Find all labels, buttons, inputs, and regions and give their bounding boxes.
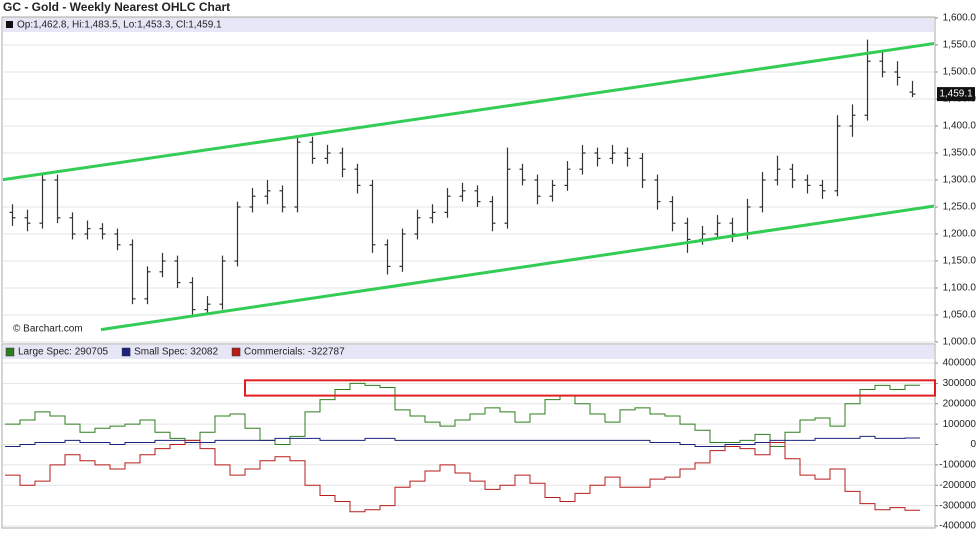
y-tick-label: 1,400.0 — [943, 121, 977, 132]
y-tick-label: 1,350.0 — [943, 148, 977, 159]
cot-line — [5, 435, 920, 448]
credit: © Barchart.com — [13, 324, 83, 335]
y-tick-label: 100000 — [943, 419, 977, 430]
cot-panel — [1, 343, 936, 529]
cot-line — [5, 439, 920, 513]
y-tick-label: -400000 — [939, 521, 976, 531]
header-icon — [6, 21, 13, 28]
y-tick-label: -100000 — [939, 460, 976, 471]
last-price-label: 1,459.1 — [939, 89, 973, 100]
legend-swatch — [121, 347, 131, 357]
ohlc-header: Op:1,462.8, Hi:1,483.5, Lo:1,453.3, Cl:1… — [17, 20, 222, 31]
price-marks — [3, 39, 934, 332]
legend-label: Commercials: -322787 — [244, 347, 345, 358]
legend-label: Small Spec: 32082 — [134, 347, 218, 358]
y-tick-label: 1,150.0 — [943, 256, 977, 267]
y-tick-label: 1,300.0 — [943, 175, 977, 186]
trendline — [3, 42, 934, 182]
legend-swatch — [231, 347, 241, 357]
highlight-box — [244, 379, 936, 397]
y-tick-label: -200000 — [939, 480, 976, 491]
y-tick-label: -300000 — [939, 500, 976, 511]
y-tick-label: 1,100.0 — [943, 283, 977, 294]
y-tick-label: 400000 — [943, 358, 977, 369]
y-tick-label: 1,600.0 — [943, 13, 977, 24]
price-header — [3, 18, 934, 32]
y-tick-label: 1,550.0 — [943, 40, 977, 51]
y-tick-label: 1,050.0 — [943, 310, 977, 321]
cot-plot: -400000 -300000 -200000 -100000 0 100000 20000… — [3, 347, 977, 532]
trendline — [100, 204, 934, 332]
y-tick-label: 1,000.0 — [943, 337, 977, 348]
cot-marks — [5, 382, 920, 513]
y-tick-label: 1,500.0 — [943, 67, 977, 78]
y-tick-label: 1,200.0 — [943, 229, 977, 240]
y-tick-label: 0 — [970, 439, 976, 450]
y-tick-label: 200000 — [943, 398, 977, 409]
legend-swatch — [5, 347, 15, 357]
y-tick-label: 1,250.0 — [943, 202, 977, 213]
chart-title: GC - Gold - Weekly Nearest OHLC Chart — [3, 0, 230, 14]
legend-label: Large Spec: 290705 — [18, 347, 109, 358]
y-tick-label: 300000 — [943, 378, 977, 389]
last-price-box — [937, 87, 975, 102]
cot-line — [5, 382, 920, 448]
price-plot: 1,000.0 1,050.0 1,100.0 1,150.0 1,200.0 1,250… — [3, 13, 977, 348]
